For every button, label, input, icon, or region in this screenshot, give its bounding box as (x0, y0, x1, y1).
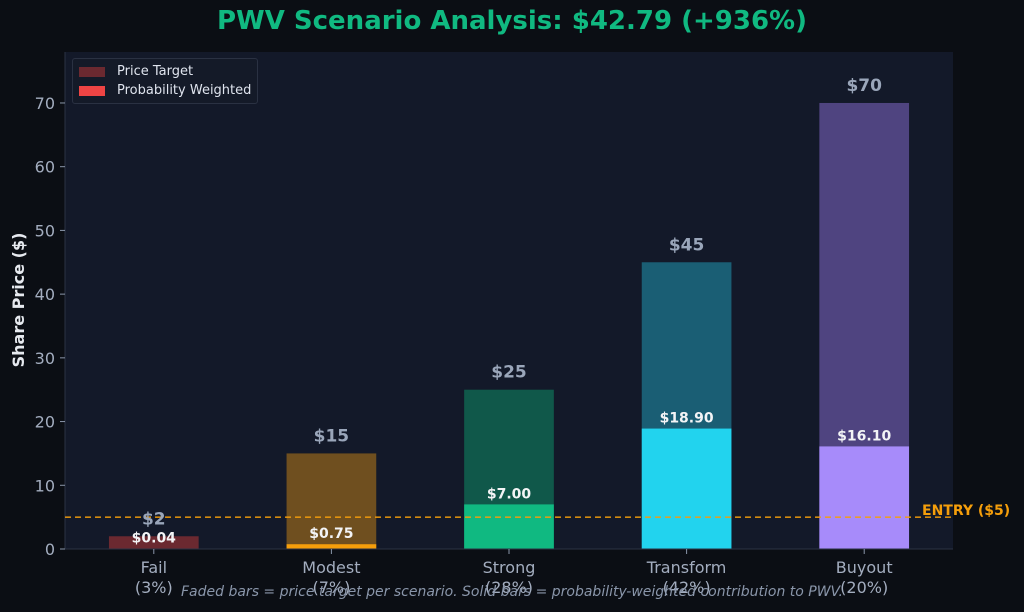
y-tick-label: 50 (35, 221, 55, 240)
probability-weighted-label: $16.10 (837, 428, 891, 444)
x-tick-label: Transform (646, 558, 727, 577)
price-target-label: $25 (491, 363, 527, 383)
bars (108, 102, 910, 549)
y-tick-label: 70 (35, 94, 55, 113)
x-tick-probability: (42%) (663, 578, 711, 597)
legend-swatch-price-target (79, 66, 105, 77)
entry-line-label: ENTRY ($5) (922, 503, 1010, 519)
price-target-label: $15 (314, 426, 350, 446)
legend: Price Target Probability Weighted (72, 58, 259, 104)
price-target-label: $70 (846, 76, 882, 96)
probability-weighted-label: $18.90 (660, 411, 714, 427)
y-tick-label: 60 (35, 158, 55, 177)
x-tick-probability: (3%) (135, 578, 173, 597)
probability-weighted-bar (286, 544, 377, 549)
x-tick-probability: (7%) (312, 578, 350, 597)
y-tick-label: 20 (35, 413, 55, 432)
x-tick-label: Buyout (836, 558, 893, 577)
y-tick-label: 40 (35, 285, 55, 304)
legend-label: Probability Weighted (117, 83, 252, 98)
entry-reference-line: ENTRY ($5) (65, 503, 1010, 519)
legend-label: Price Target (117, 64, 194, 79)
legend-item-price-target: Price Target (79, 62, 251, 81)
y-axis-label: Share Price ($) (9, 233, 28, 368)
price-target-bar (108, 536, 199, 549)
footnote: Faded bars = price target per scenario. … (181, 584, 843, 600)
y-tick-label: 10 (35, 476, 55, 495)
y-tick-label: 0 (45, 540, 55, 559)
bar-labels: $2 $0.04 $15 $0.75 $25 $7.00 $45 $18.90 $70 $16.1… (132, 76, 892, 547)
price-target-label: $45 (669, 235, 705, 255)
x-tick-label: Modest (302, 558, 360, 577)
y-axis: 0 10 20 30 40 50 60 70 (35, 52, 66, 559)
probability-weighted-bar (641, 428, 732, 549)
price-target-label: $2 (142, 509, 166, 529)
x-tick-label: Fail (141, 558, 167, 577)
probability-weighted-bar (464, 504, 554, 549)
x-axis: Fail(3%) Modest(7%) Strong(28%) Transform(4… (65, 548, 953, 597)
chart-title: PWV Scenario Analysis: $42.79 (+936%) (217, 6, 807, 36)
x-tick-probability: (20%) (840, 578, 888, 597)
y-tick-label: 30 (35, 349, 55, 368)
probability-weighted-bar (819, 446, 910, 549)
legend-swatch-probability-weighted (79, 85, 105, 96)
probability-weighted-label: $0.75 (309, 526, 353, 542)
x-tick-label: Strong (483, 558, 536, 577)
price-target-bar (286, 453, 377, 549)
probability-weighted-label: $0.04 (132, 531, 177, 547)
legend-item-probability-weighted: Probability Weighted (79, 81, 251, 100)
x-tick-probability: (28%) (485, 578, 533, 597)
probability-weighted-label: $7.00 (487, 486, 532, 502)
